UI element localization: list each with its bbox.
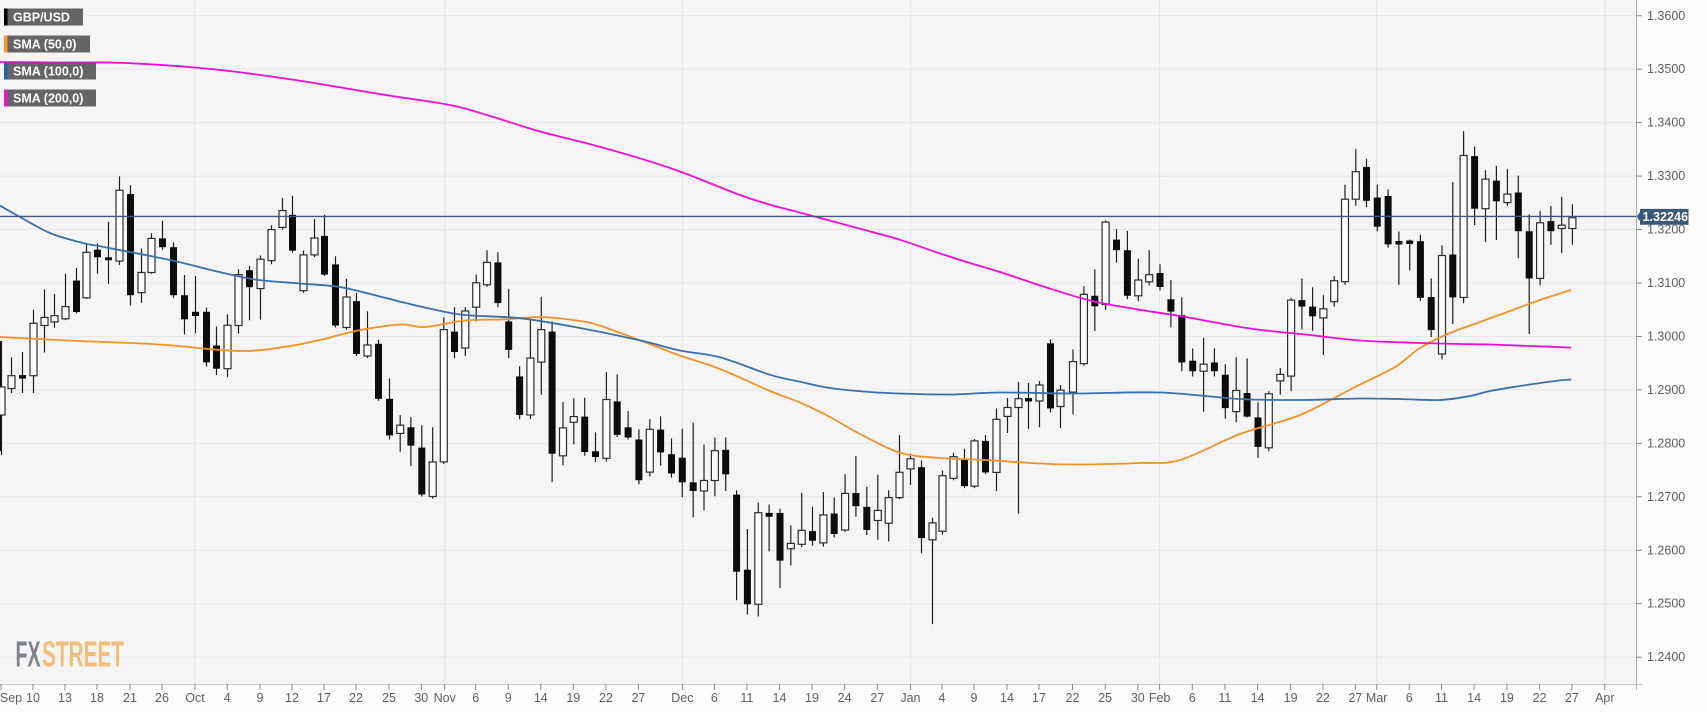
svg-text:Jan: Jan (900, 691, 920, 705)
svg-text:Dec: Dec (671, 691, 693, 705)
svg-text:1.3300: 1.3300 (1647, 169, 1685, 183)
svg-text:Mar: Mar (1366, 691, 1388, 705)
svg-text:Nov: Nov (434, 691, 457, 705)
svg-text:11: 11 (1218, 691, 1231, 705)
svg-text:4: 4 (224, 691, 231, 705)
svg-text:14: 14 (534, 691, 548, 705)
svg-text:22: 22 (1533, 691, 1547, 705)
svg-text:1.3600: 1.3600 (1647, 9, 1685, 23)
svg-text:1.32246: 1.32246 (1643, 210, 1689, 224)
svg-text:1.3400: 1.3400 (1647, 116, 1685, 130)
svg-text:12: 12 (285, 691, 299, 705)
svg-text:11: 11 (740, 691, 753, 705)
svg-text:1.3000: 1.3000 (1647, 330, 1685, 344)
svg-text:1.3100: 1.3100 (1647, 276, 1685, 290)
svg-text:4: 4 (939, 691, 946, 705)
svg-text:17: 17 (1032, 691, 1046, 705)
svg-text:26: 26 (155, 691, 169, 705)
svg-text:22: 22 (599, 691, 613, 705)
svg-text:21: 21 (123, 691, 137, 705)
svg-text:Apr: Apr (1595, 691, 1614, 705)
svg-text:1.3200: 1.3200 (1647, 223, 1685, 237)
svg-text:STREET: STREET (42, 634, 124, 675)
svg-text:1.3500: 1.3500 (1647, 62, 1685, 76)
svg-text:9: 9 (971, 691, 978, 705)
svg-text:11: 11 (1435, 691, 1448, 705)
svg-text:27: 27 (1348, 691, 1362, 705)
svg-text:6: 6 (1189, 691, 1196, 705)
svg-text:25: 25 (382, 691, 396, 705)
svg-text:14: 14 (1467, 691, 1481, 705)
svg-text:Feb: Feb (1149, 691, 1171, 705)
svg-text:9: 9 (257, 691, 264, 705)
svg-text:19: 19 (805, 691, 819, 705)
svg-text:9: 9 (505, 691, 512, 705)
svg-text:Sep: Sep (0, 691, 22, 705)
svg-text:1.2800: 1.2800 (1647, 436, 1685, 450)
svg-text:25: 25 (1098, 691, 1112, 705)
svg-text:17: 17 (317, 691, 331, 705)
svg-text:SMA (50,0): SMA (50,0) (13, 38, 76, 52)
svg-text:6: 6 (1406, 691, 1413, 705)
svg-text:GBP/USD: GBP/USD (13, 11, 70, 25)
svg-text:19: 19 (1284, 691, 1298, 705)
svg-text:27: 27 (631, 691, 645, 705)
svg-text:18: 18 (90, 691, 104, 705)
svg-text:6: 6 (711, 691, 718, 705)
svg-text:30: 30 (1131, 691, 1145, 705)
svg-text:SMA (100,0): SMA (100,0) (13, 65, 83, 79)
svg-text:30: 30 (414, 691, 428, 705)
svg-text:19: 19 (566, 691, 580, 705)
svg-text:Oct: Oct (185, 691, 205, 705)
svg-text:1.2900: 1.2900 (1647, 383, 1685, 397)
svg-text:10: 10 (26, 691, 40, 705)
svg-text:1.2400: 1.2400 (1647, 650, 1685, 664)
svg-text:27: 27 (870, 691, 884, 705)
svg-text:22: 22 (1066, 691, 1080, 705)
svg-text:13: 13 (58, 691, 72, 705)
svg-text:1.2500: 1.2500 (1647, 597, 1685, 611)
svg-text:1.2600: 1.2600 (1647, 543, 1685, 557)
svg-text:22: 22 (1316, 691, 1330, 705)
svg-text:24: 24 (838, 691, 852, 705)
svg-text:14: 14 (773, 691, 787, 705)
svg-text:14: 14 (1251, 691, 1265, 705)
svg-text:6: 6 (472, 691, 479, 705)
svg-text:1.2700: 1.2700 (1647, 490, 1685, 504)
svg-text:FX: FX (16, 634, 41, 675)
svg-text:14: 14 (1000, 691, 1014, 705)
svg-text:22: 22 (349, 691, 363, 705)
svg-text:19: 19 (1500, 691, 1514, 705)
svg-text:SMA (200,0): SMA (200,0) (13, 92, 83, 106)
svg-text:27: 27 (1565, 691, 1579, 705)
